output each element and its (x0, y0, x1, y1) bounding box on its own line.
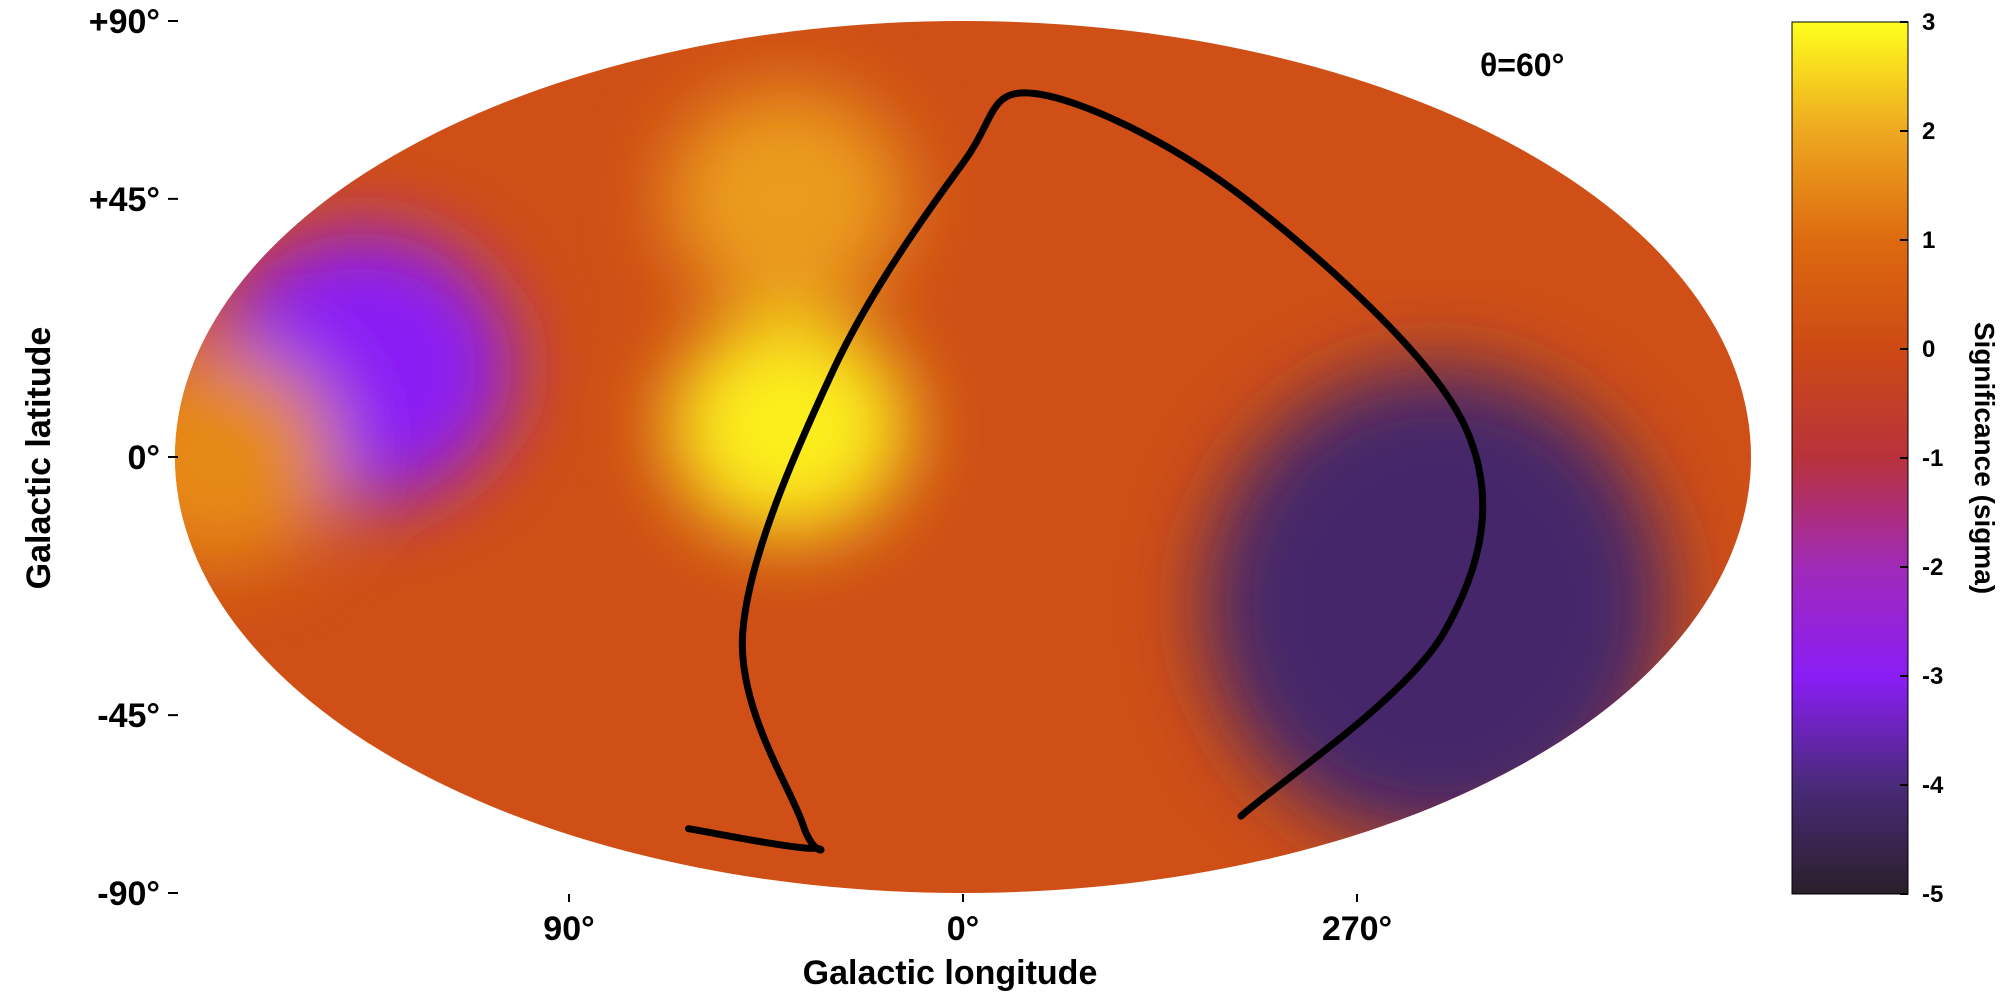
colorbar-tick-label: -4 (1922, 772, 1944, 799)
colorbar-tick-label: 0 (1922, 336, 1935, 363)
colorbar-tick-label: -1 (1922, 445, 1943, 472)
colorbar-label: Significance (sigma) (1969, 322, 2000, 594)
colorbar-tick-label: -3 (1922, 663, 1943, 690)
feature-excess-4 (175, 347, 339, 567)
colorbar: 3 2 1 0 -1 -2 -3 -4 -5 Significance (sigma) (1791, 9, 2000, 908)
colorbar-tick-label: -5 (1922, 881, 1943, 908)
colorbar-ticks: 3 2 1 0 -1 -2 -3 -4 -5 (1900, 9, 1944, 908)
colorbar-strip (1791, 21, 1909, 895)
significance-blobs (175, 88, 1668, 843)
field-of-view-boundary (685, 89, 1487, 854)
x-tick-label: 90° (543, 910, 594, 948)
y-tick-label: -45° (97, 697, 160, 735)
x-tick-label: 270° (1322, 910, 1392, 948)
colorbar-tick-label: 1 (1922, 227, 1935, 254)
y-tick-label: -90° (97, 875, 160, 913)
y-tick-label: +45° (89, 181, 160, 219)
y-tick-label: +90° (89, 3, 160, 41)
x-tick-label: 0° (947, 910, 980, 948)
theta-annotation: θ=60° (1480, 47, 1564, 83)
feature-excess-3 (666, 88, 907, 309)
y-tick-label: 0° (127, 439, 160, 477)
colorbar-tick-label: -2 (1922, 554, 1943, 581)
colorbar-tick-label: 2 (1922, 118, 1935, 145)
x-axis: 90° 0° 270° (543, 894, 1392, 948)
feature-excess-2 (668, 317, 909, 538)
x-axis-label: Galactic longitude (803, 954, 1098, 992)
feature-deficit-0 (1205, 367, 1668, 843)
sky-map (175, 21, 1751, 893)
y-axis-label: Galactic latitude (20, 327, 58, 590)
colorbar-tick-label: 3 (1922, 9, 1935, 36)
y-axis: +90° +45° 0° -45° -90° (89, 3, 178, 913)
